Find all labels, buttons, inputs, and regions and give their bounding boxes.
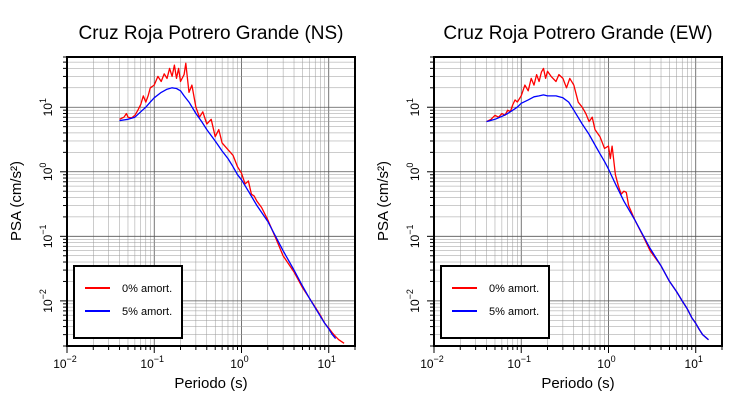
series-line <box>486 94 709 341</box>
series-line <box>119 87 337 340</box>
plot-area: 10−2 10−1 100 101 10−2 10−1 100 101 0% amort. 5% … <box>405 56 723 371</box>
y-tick-label: 10−1 <box>38 225 55 249</box>
y-tick-label: 101 <box>38 98 55 116</box>
y-tick-label: 101 <box>405 98 422 116</box>
legend-label: 5% amort. <box>489 306 539 318</box>
x-tick-label: 10−2 <box>53 354 77 371</box>
y-tick-label: 10−2 <box>405 289 422 313</box>
x-tick-label: 100 <box>230 354 248 371</box>
y-tick-label: 100 <box>405 163 422 181</box>
legend-label: 0% amort. <box>489 283 539 295</box>
legend-label: 5% amort. <box>122 306 172 318</box>
x-tick-label: 101 <box>685 354 703 371</box>
y-axis-label: PSA (cm/s²) <box>375 161 392 241</box>
plot-frame <box>66 56 356 347</box>
chart-title: Cruz Roja Potrero Grande (NS) <box>78 23 343 44</box>
y-tick-label: 10−1 <box>405 225 422 249</box>
x-tick-label: 10−1 <box>140 354 164 371</box>
y-axis-label: PSA (cm/s²) <box>8 161 25 241</box>
y-tick-label: 100 <box>38 163 55 181</box>
chart-ns-panel: Cruz Roja Potrero Grande (NS) 10−2 10−1 10… <box>8 23 356 392</box>
legend-label: 0% amort. <box>122 283 172 295</box>
plot-frame <box>433 56 723 347</box>
chart-title: Cruz Roja Potrero Grande (EW) <box>443 23 712 44</box>
x-tick-label: 100 <box>597 354 615 371</box>
x-axis-label: Periodo (s) <box>174 375 247 392</box>
series-line <box>486 67 709 341</box>
plot-area: 10−2 10−1 100 101 10−2 10−1 100 101 0% amort. 5% … <box>38 56 356 371</box>
x-axis-label: Periodo (s) <box>541 375 614 392</box>
x-tick-label: 101 <box>318 354 336 371</box>
x-tick-label: 10−2 <box>420 354 444 371</box>
x-tick-label: 10−1 <box>507 354 531 371</box>
legend: 0% amort. 5% amort. <box>73 265 183 339</box>
series-line <box>119 62 345 344</box>
chart-ew-panel: Cruz Roja Potrero Grande (EW) 10−2 10−1 10… <box>375 23 723 392</box>
legend-box <box>440 265 550 339</box>
axis-ticks <box>427 56 723 353</box>
legend-box <box>73 265 183 339</box>
y-tick-label: 10−2 <box>38 289 55 313</box>
axis-ticks <box>60 56 356 353</box>
legend: 0% amort. 5% amort. <box>440 265 550 339</box>
